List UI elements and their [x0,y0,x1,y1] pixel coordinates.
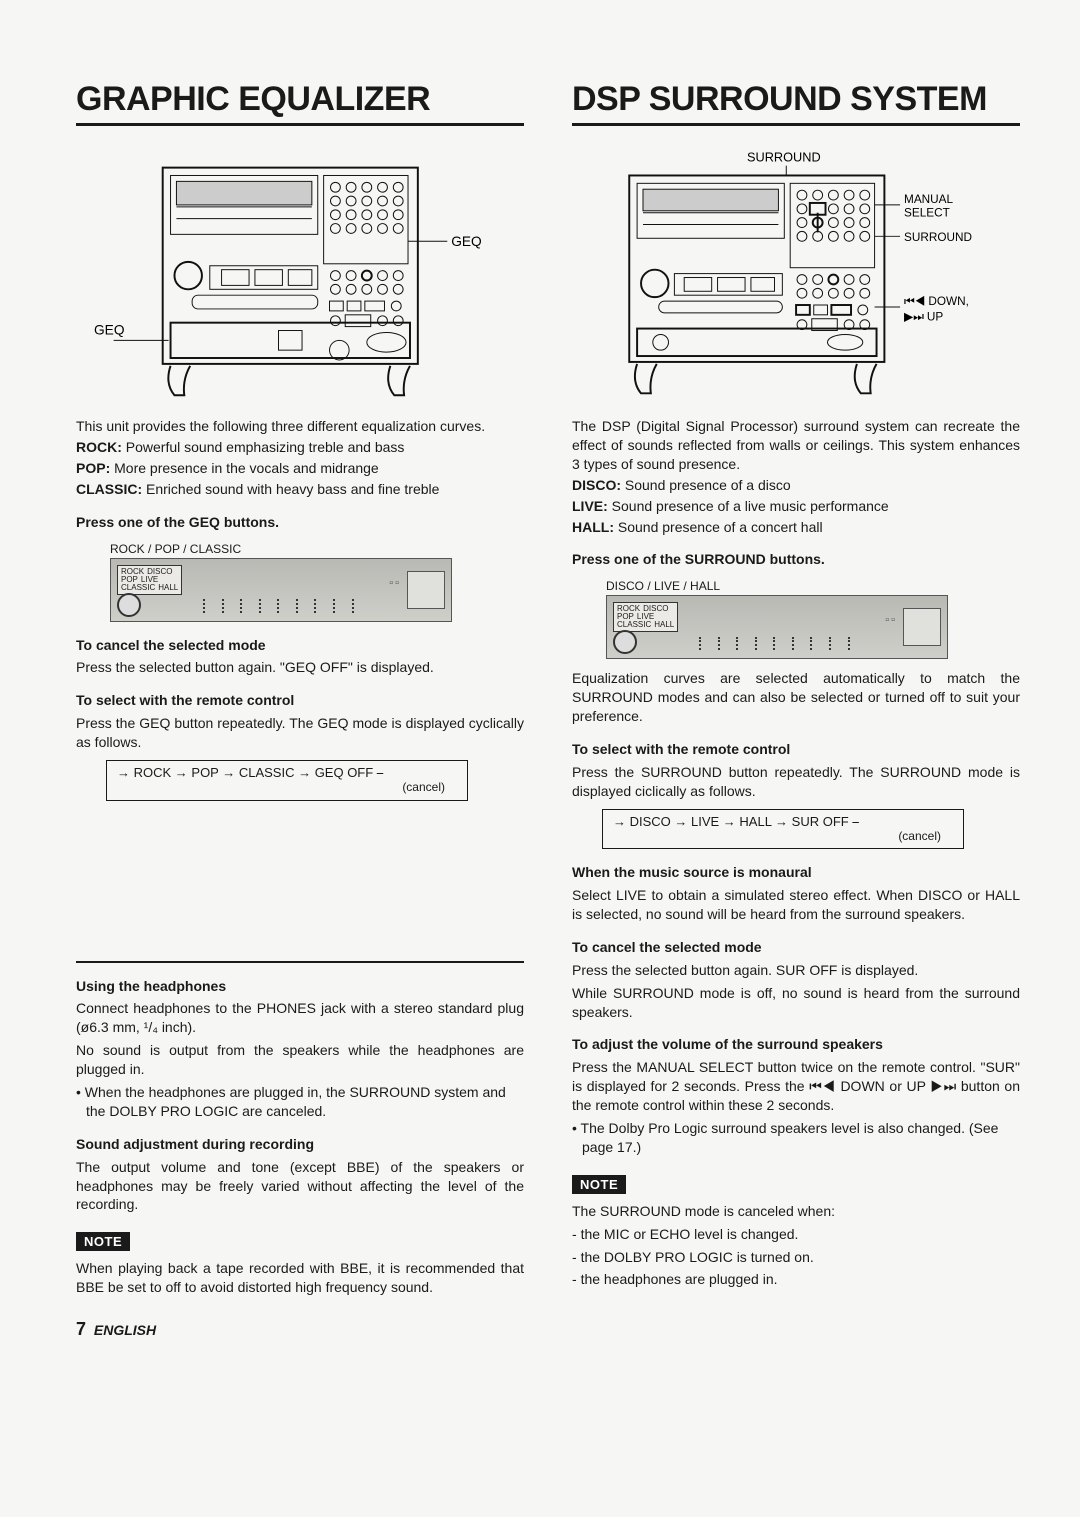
display-panel-left: ROCKDISCO POPLIVE CLASSICHALL ▫▫ [110,558,452,622]
head-press-surround: Press one of the SURROUND buttons. [572,550,1020,569]
note-body-left: When playing back a tape recorded with B… [76,1259,524,1297]
panel-label-right: DISCO / LIVE / HALL [606,579,1020,593]
panel-label-left: ROCK / POP / CLASSIC [110,542,524,556]
head-headphones: Using the headphones [76,977,524,996]
head-remote-right: To select with the remote control [572,740,1020,759]
eq-auto: Equalization curves are selected automat… [572,669,1020,726]
column-left: GRAPHIC EQUALIZER [76,80,524,1487]
head-cancel-left: To cancel the selected mode [76,636,524,655]
page-footer: 7 ENGLISH [76,1319,524,1340]
head-mono: When the music source is monaural [572,863,1020,882]
title-dsp: DSP SURROUND SYSTEM [572,80,1020,126]
head-recording: Sound adjustment during recording [76,1135,524,1154]
cycle-box-right: → DISCO → LIVE → HALL → SUR OFF ⎯ (cance… [602,809,964,849]
label-geq-left: GEQ [94,322,125,337]
body-remote-left: Press the GEQ button repeatedly. The GEQ… [76,714,524,752]
head-volume: To adjust the volume of the surround spe… [572,1035,1020,1054]
figure-geq: GEQ [94,148,506,403]
divider-left [76,961,524,963]
svg-text:▶⏭ UP: ▶⏭ UP [904,311,943,324]
figure-dsp: SURROUND MANUAL SELECT S [590,148,1002,403]
note-tag-left: NOTE [76,1232,130,1251]
cycle-box-left: → ROCK → POP → CLASSIC → GEQ OFF ⎯ (canc… [106,760,468,800]
column-right: DSP SURROUND SYSTEM SURROUND [572,80,1020,1487]
label-surround-top: SURROUND [747,150,821,165]
svg-text:SURROUND: SURROUND [904,231,972,244]
svg-text:SELECT: SELECT [904,207,950,220]
note-lead-right: The SURROUND mode is canceled when: [572,1202,1020,1221]
head-cancel-right: To cancel the selected mode [572,938,1020,957]
head-remote-left: To select with the remote control [76,691,524,710]
intro-dsp: The DSP (Digital Signal Processor) surro… [572,417,1020,536]
body-cancel-left: Press the selected button again. "GEQ OF… [76,658,524,677]
svg-text:MANUAL: MANUAL [904,193,953,206]
label-geq-right: GEQ [451,234,482,249]
hp-bullets: When the headphones are plugged in, the … [76,1083,524,1121]
title-geq: GRAPHIC EQUALIZER [76,80,524,126]
vol-bullets: The Dolby Pro Logic surround speakers le… [572,1119,1020,1157]
display-panel-right: ROCKDISCO POPLIVE CLASSICHALL ▫▫ [606,595,948,659]
svg-text:⏮◀ DOWN,: ⏮◀ DOWN, [904,295,969,308]
note-tag-right: NOTE [572,1175,626,1194]
head-press-geq: Press one of the GEQ buttons. [76,513,524,532]
note-list-right: the MIC or ECHO level is changed. the DO… [572,1225,1020,1290]
intro-geq: This unit provides the following three d… [76,417,524,499]
